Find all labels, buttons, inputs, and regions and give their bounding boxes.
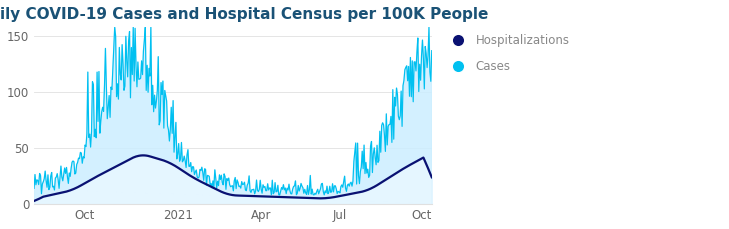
Legend: Hospitalizations, Cases: Hospitalizations, Cases <box>442 30 574 78</box>
Title: Daily COVID-19 Cases and Hospital Census per 100K People: Daily COVID-19 Cases and Hospital Census… <box>0 7 488 22</box>
